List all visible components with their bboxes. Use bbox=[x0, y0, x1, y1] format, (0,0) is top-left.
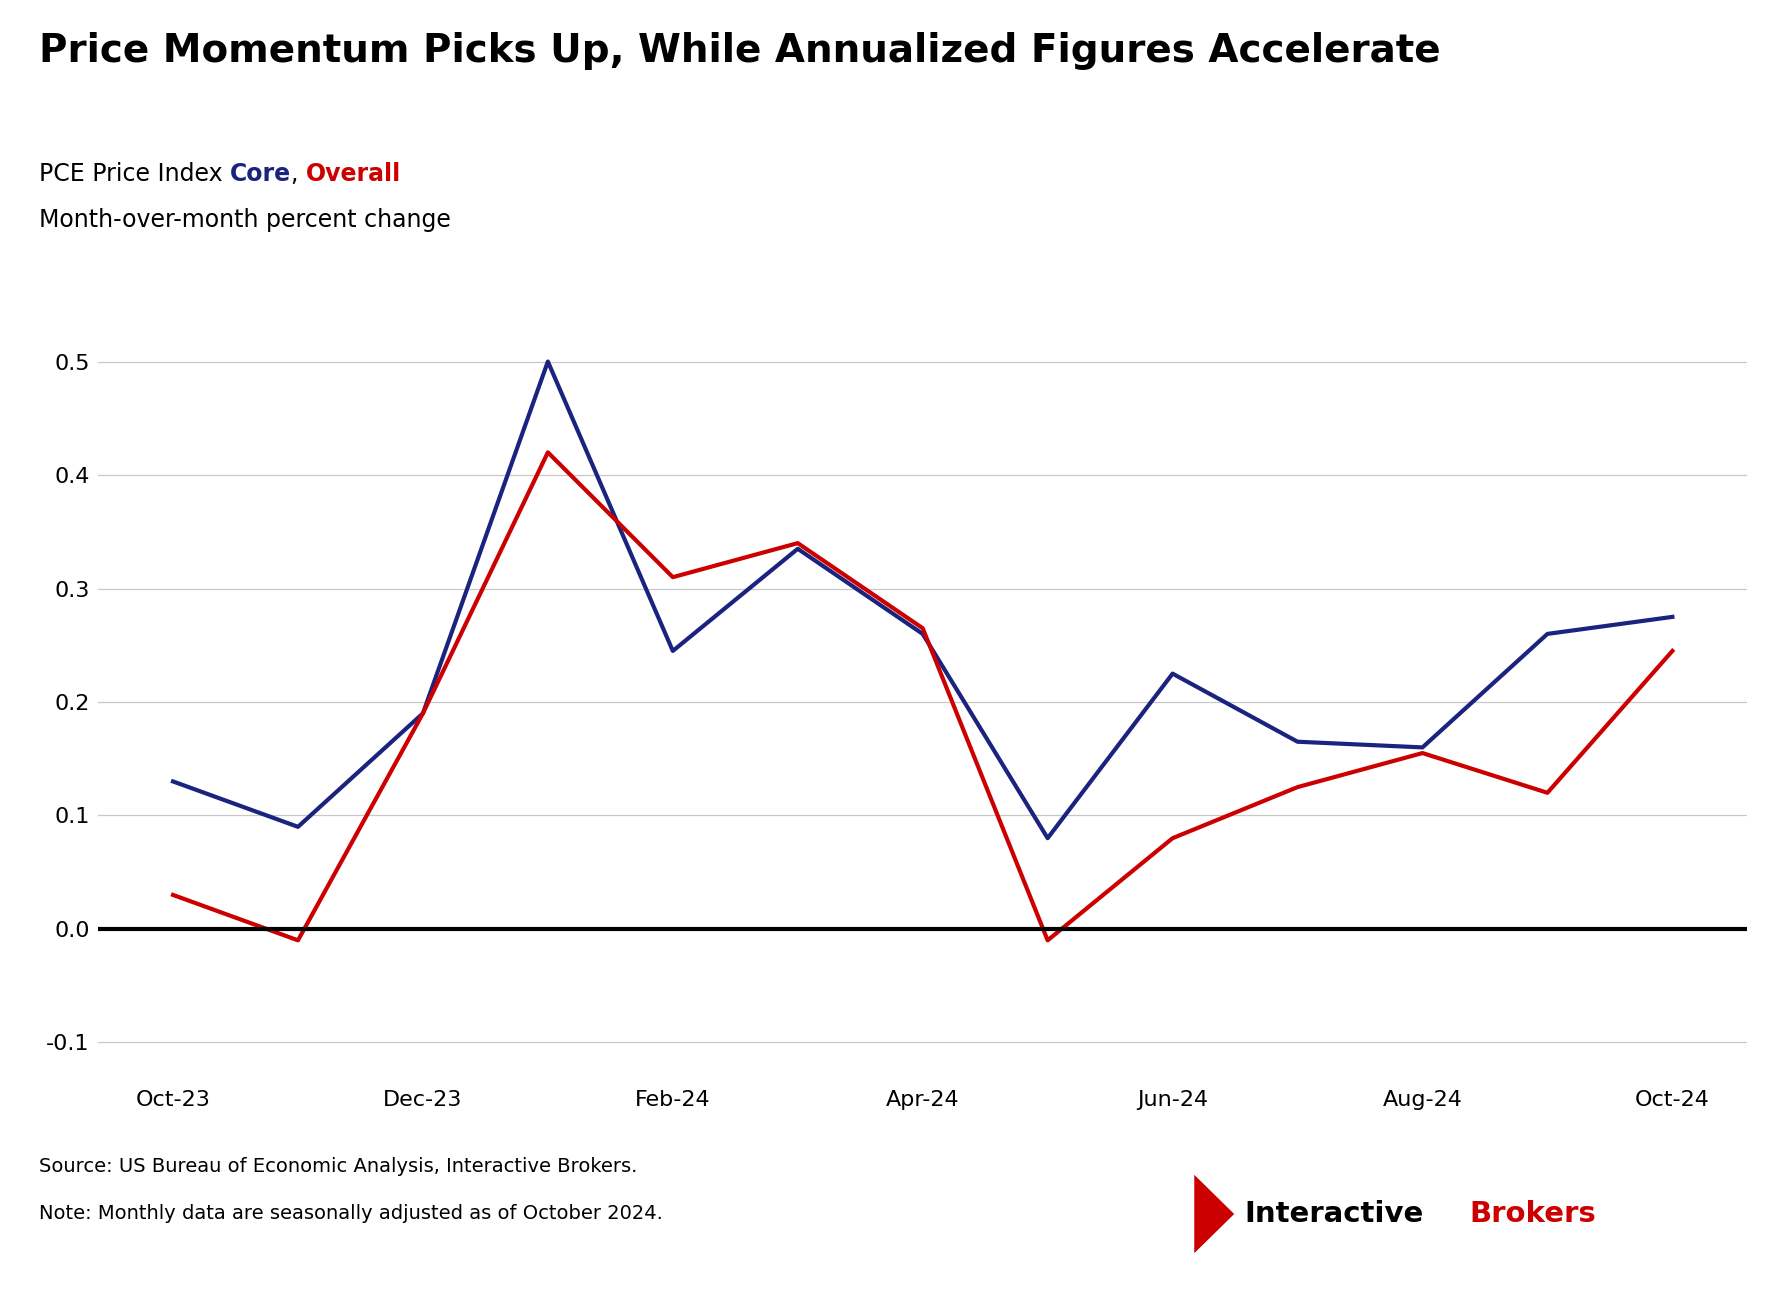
Text: Price Momentum Picks Up, While Annualized Figures Accelerate: Price Momentum Picks Up, While Annualize… bbox=[39, 32, 1440, 70]
PathPatch shape bbox=[1194, 1175, 1233, 1253]
Text: Note: Monthly data are seasonally adjusted as of October 2024.: Note: Monthly data are seasonally adjust… bbox=[39, 1204, 663, 1223]
Text: PCE Price Index: PCE Price Index bbox=[39, 162, 230, 187]
Text: Interactive: Interactive bbox=[1244, 1200, 1424, 1228]
Text: Core: Core bbox=[230, 162, 290, 187]
Text: Brokers: Brokers bbox=[1468, 1200, 1595, 1228]
Text: Overall: Overall bbox=[307, 162, 401, 187]
Text: Source: US Bureau of Economic Analysis, Interactive Brokers.: Source: US Bureau of Economic Analysis, … bbox=[39, 1157, 638, 1176]
Text: Month-over-month percent change: Month-over-month percent change bbox=[39, 208, 451, 232]
Text: ,: , bbox=[290, 162, 307, 187]
